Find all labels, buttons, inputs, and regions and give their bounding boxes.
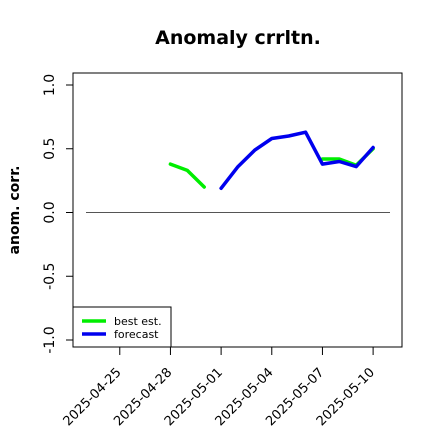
series-line-best-est (168, 162, 206, 189)
series-layer (168, 130, 375, 191)
x-axis: 2025-04-252025-04-282025-05-012025-05-04… (61, 347, 378, 429)
y-tick-label: -0.5 (42, 263, 58, 290)
legend-label-forecast: forecast (114, 328, 159, 341)
y-tick-label: -1.0 (42, 326, 58, 353)
series-line-forecast (219, 130, 375, 191)
y-tick-label: 1.0 (42, 74, 58, 96)
y-tick-label: 0.5 (42, 138, 58, 160)
legend-box (72, 306, 172, 348)
y-axis: -1.0 -0.5 0.0 0.5 1.0 (42, 74, 73, 354)
y-axis-label: anom. corr. (7, 166, 23, 255)
y-tick-label: 0.0 (42, 201, 58, 223)
legend-label-best-est: best est. (114, 315, 162, 328)
legend: best est. forecast (72, 306, 172, 348)
chart-title: Anomaly crrltn. (155, 27, 321, 49)
plot-frame (72, 72, 403, 348)
